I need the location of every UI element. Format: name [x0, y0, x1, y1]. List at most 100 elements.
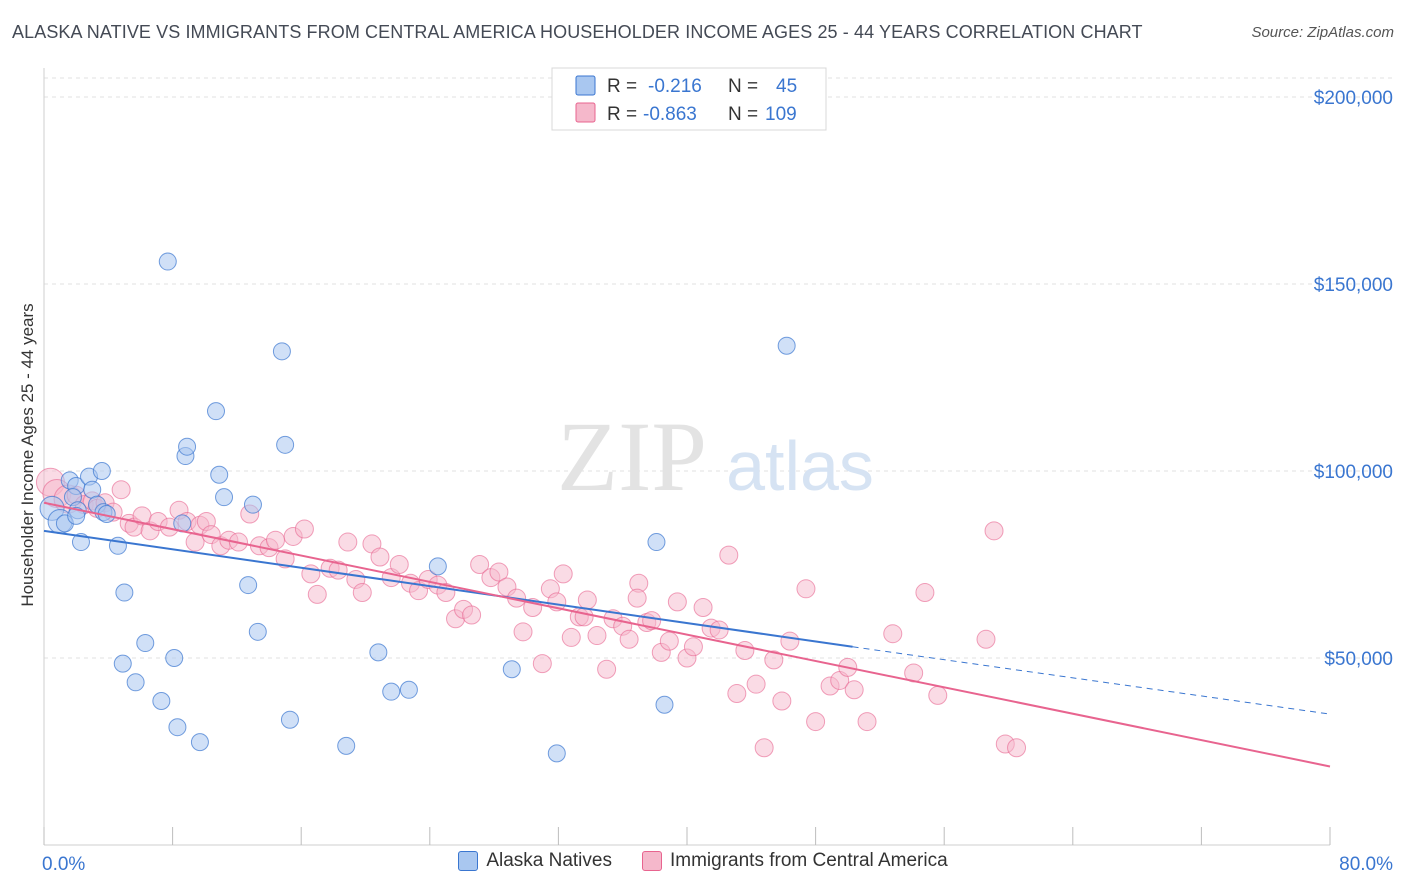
- series-legend: Alaska Natives Immigrants from Central A…: [0, 850, 1406, 872]
- point-immigrants-56: [513, 622, 533, 642]
- point-immigrants-38: [352, 583, 372, 603]
- point-alaska-35: [276, 435, 295, 454]
- point-immigrants-65: [587, 626, 607, 646]
- legend-item-immigrants: Immigrants from Central America: [641, 850, 948, 872]
- point-alaska-37: [337, 736, 356, 755]
- watermark-atlas: atlas: [726, 427, 874, 505]
- point-immigrants-77: [683, 637, 703, 657]
- x-tick-label-1: 80.0%: [1339, 854, 1393, 875]
- legend-n-value-pink: 109: [765, 104, 797, 125]
- axes: [43, 68, 1331, 846]
- point-immigrants-31: [294, 519, 314, 539]
- point-alaska-30: [215, 488, 234, 507]
- legend-r-value-pink: -0.863: [643, 104, 697, 125]
- point-immigrants-50: [462, 605, 482, 625]
- point-alaska-42: [502, 660, 521, 679]
- point-alaska-16: [115, 583, 134, 602]
- point-alaska-27: [190, 733, 209, 752]
- point-immigrants-80: [709, 620, 729, 640]
- point-alaska-10: [83, 480, 102, 499]
- point-immigrants-84: [746, 674, 766, 694]
- point-immigrants-90: [806, 712, 826, 732]
- y-tick-label-1: $100,000: [1314, 462, 1393, 483]
- point-alaska-18: [126, 673, 145, 692]
- point-immigrants-104: [574, 607, 594, 627]
- point-alaska-26: [178, 437, 197, 456]
- point-alaska-20: [152, 692, 171, 711]
- point-immigrants-102: [1007, 738, 1027, 758]
- point-alaska-8: [71, 533, 90, 552]
- point-immigrants-99: [928, 685, 948, 705]
- point-alaska-46: [777, 336, 796, 355]
- point-immigrants-78: [693, 598, 713, 618]
- point-immigrants-29: [275, 549, 295, 569]
- point-immigrants-86: [764, 650, 784, 670]
- point-alaska-32: [243, 495, 262, 514]
- trend-line-immigrants: [43, 501, 1331, 768]
- legend-swatch-pink: [575, 102, 596, 123]
- legend-swatch-immigrants: [641, 851, 662, 871]
- point-alaska-43: [547, 744, 566, 763]
- point-immigrants-94: [844, 680, 864, 700]
- point-alaska-23: [168, 718, 187, 737]
- x-tick-labels: 0.0% 80.0%: [42, 854, 1393, 875]
- point-alaska-36: [280, 710, 299, 729]
- point-alaska-33: [248, 622, 267, 641]
- y-tick-label-0: $50,000: [1324, 649, 1393, 670]
- legend-n-label-pink: N =: [728, 104, 758, 125]
- point-immigrants-96: [883, 624, 903, 644]
- trend-line-alaska-extrapolated: [852, 646, 1331, 715]
- point-immigrants-105: [627, 588, 647, 608]
- point-immigrants-33: [307, 584, 327, 604]
- legend-r-label-pink: R =: [607, 104, 637, 125]
- point-immigrants-87: [772, 691, 792, 711]
- point-immigrants-36: [338, 532, 358, 552]
- stats-legend: R = -0.216 N = 45 R = -0.863 N = 109: [551, 67, 827, 131]
- point-alaska-21: [158, 252, 177, 271]
- point-alaska-12: [92, 462, 111, 480]
- point-immigrants-66: [597, 659, 617, 679]
- legend-r-label-blue: R =: [607, 76, 637, 97]
- legend-swatch-blue: [575, 75, 596, 96]
- legend-item-alaska: Alaska Natives: [458, 850, 612, 872]
- point-alaska-19: [136, 634, 155, 653]
- point-immigrants-9: [111, 480, 131, 500]
- legend-label-alaska: Alaska Natives: [486, 850, 612, 871]
- point-immigrants-98: [915, 583, 935, 603]
- x-tick-label-0: 0.0%: [42, 854, 85, 875]
- grid-lines: [44, 77, 1394, 659]
- watermark: ZIP atlas: [557, 401, 874, 512]
- point-alaska-22: [165, 649, 184, 667]
- point-alaska-44: [647, 533, 666, 552]
- y-tick-label-2: $150,000: [1314, 275, 1393, 296]
- point-immigrants-82: [727, 684, 747, 704]
- point-immigrants-89: [796, 579, 816, 599]
- series-immigrants-points: [35, 467, 1027, 758]
- chart-title: ALASKA NATIVE VS IMMIGRANTS FROM CENTRAL…: [12, 22, 1143, 42]
- legend-r-value-blue: -0.216: [648, 76, 702, 97]
- point-immigrants-42: [389, 555, 409, 574]
- point-alaska-7: [67, 506, 86, 525]
- point-immigrants-85: [754, 738, 774, 758]
- point-alaska-28: [207, 402, 226, 421]
- point-immigrants-103: [984, 521, 1004, 541]
- point-alaska-38: [369, 643, 388, 662]
- point-alaska-39: [382, 682, 401, 701]
- series-alaska-points: [39, 252, 796, 763]
- point-alaska-29: [210, 465, 229, 484]
- point-immigrants-58: [532, 654, 552, 674]
- legend-n-value-blue: 45: [776, 76, 797, 97]
- point-immigrants-75: [667, 592, 687, 612]
- point-alaska-45: [655, 695, 674, 714]
- point-alaska-17: [113, 654, 132, 673]
- watermark-zip: ZIP: [557, 401, 707, 512]
- legend-label-immigrants: Immigrants from Central America: [669, 850, 948, 871]
- y-tick-label-3: $200,000: [1314, 88, 1393, 109]
- point-immigrants-53: [489, 562, 509, 582]
- point-immigrants-69: [619, 629, 639, 649]
- point-alaska-40: [399, 680, 418, 699]
- legend-n-label-blue: N =: [728, 76, 758, 97]
- point-immigrants-28: [265, 530, 285, 550]
- point-immigrants-100: [976, 629, 996, 649]
